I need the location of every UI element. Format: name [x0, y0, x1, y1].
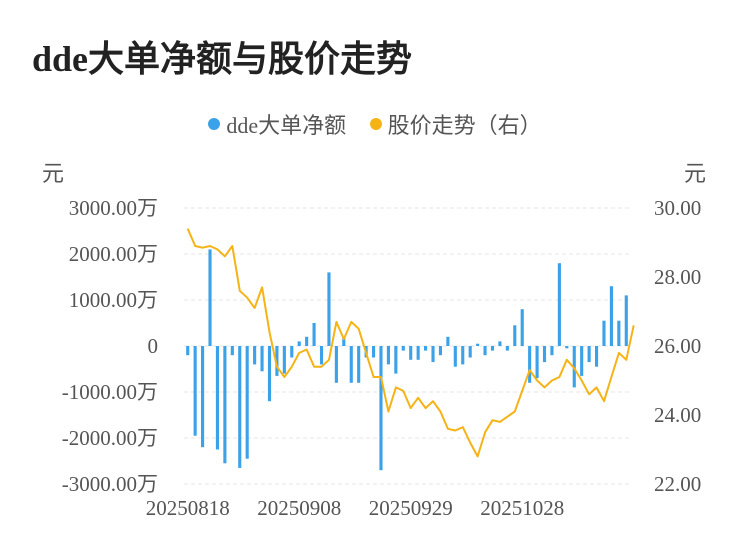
bar[interactable] — [342, 336, 346, 346]
bar[interactable] — [513, 325, 517, 346]
right-axis-unit: 元 — [684, 161, 707, 186]
bar[interactable] — [230, 346, 234, 356]
bar[interactable] — [186, 346, 190, 356]
left-tick-label: 3000.00万 — [69, 196, 158, 220]
bar[interactable] — [297, 341, 301, 346]
bar[interactable] — [386, 346, 390, 365]
bar[interactable] — [609, 286, 613, 346]
left-tick-label: -1000.00万 — [62, 380, 158, 404]
bar[interactable] — [215, 346, 220, 450]
legend-dot-dde — [208, 118, 221, 130]
bar[interactable] — [520, 309, 524, 346]
bar[interactable] — [290, 346, 294, 358]
bar[interactable] — [327, 272, 331, 346]
bar-series — [186, 249, 628, 471]
bar[interactable] — [490, 346, 495, 351]
bar[interactable] — [505, 346, 509, 351]
bar[interactable] — [498, 341, 502, 346]
bar[interactable] — [371, 346, 376, 358]
bar[interactable] — [483, 346, 487, 356]
bar[interactable] — [312, 323, 316, 346]
bar[interactable] — [580, 346, 584, 376]
bar[interactable] — [542, 346, 547, 363]
bar[interactable] — [334, 346, 338, 383]
bar[interactable] — [587, 346, 591, 363]
x-tick-label: 20250929 — [369, 496, 453, 520]
bar[interactable] — [602, 320, 606, 346]
bar[interactable] — [572, 346, 576, 388]
legend-label-price: 股价走势（右） — [387, 113, 542, 138]
bar[interactable] — [282, 346, 286, 374]
legend-item-price[interactable]: 股价走势（右） — [369, 108, 542, 140]
bar[interactable] — [260, 346, 264, 372]
left-tick-label: 1000.00万 — [69, 288, 158, 312]
bar[interactable] — [319, 346, 324, 365]
bar[interactable] — [416, 346, 420, 360]
right-tick-label: 24.00 — [654, 403, 701, 427]
x-tick-label: 20251028 — [480, 496, 564, 520]
left-tick-label: -2000.00万 — [62, 426, 158, 450]
bar[interactable] — [550, 346, 554, 356]
bar[interactable] — [238, 346, 242, 468]
price-line[interactable] — [186, 228, 635, 458]
left-tick-label: 2000.00万 — [69, 242, 158, 266]
right-tick-label: 30.00 — [654, 196, 701, 220]
legend: dde大单净额 股价走势（右） — [0, 108, 750, 140]
bar[interactable] — [431, 346, 435, 363]
bar[interactable] — [349, 346, 353, 383]
bar[interactable] — [401, 346, 405, 351]
bar[interactable] — [409, 346, 413, 360]
bar[interactable] — [468, 346, 472, 358]
grid-lines — [184, 207, 630, 485]
bar[interactable] — [476, 343, 480, 346]
bar[interactable] — [424, 346, 428, 351]
bar[interactable] — [253, 346, 257, 365]
bar[interactable] — [394, 346, 398, 374]
bar[interactable] — [624, 295, 628, 346]
legend-label-dde: dde大单净额 — [226, 113, 347, 138]
bar[interactable] — [305, 336, 309, 346]
bar[interactable] — [357, 346, 361, 383]
bar[interactable] — [223, 346, 227, 464]
bar[interactable] — [528, 346, 532, 383]
x-tick-label: 20250908 — [257, 496, 341, 520]
bar[interactable] — [201, 346, 205, 448]
line-series — [186, 228, 635, 458]
bar[interactable] — [446, 336, 450, 346]
bar[interactable] — [535, 346, 539, 379]
right-tick-label: 22.00 — [654, 472, 701, 496]
bar[interactable] — [617, 320, 621, 346]
bar[interactable] — [379, 346, 383, 471]
legend-item-dde[interactable]: dde大单净额 — [208, 108, 346, 140]
bar[interactable] — [275, 346, 279, 376]
bar[interactable] — [461, 346, 465, 365]
legend-dot-price — [369, 118, 382, 130]
x-tick-label: 20250818 — [146, 496, 230, 520]
right-tick-label: 26.00 — [654, 334, 701, 358]
bar[interactable] — [594, 346, 599, 367]
bar[interactable] — [193, 346, 197, 436]
bar[interactable] — [245, 346, 249, 459]
left-tick-label: -3000.00万 — [62, 472, 158, 496]
bar[interactable] — [267, 346, 272, 402]
chart-title: dde大单净额与股价走势 — [32, 39, 413, 79]
left-tick-label: 0 — [148, 334, 159, 358]
right-tick-label: 28.00 — [654, 265, 701, 289]
axis-labels: 3000.00万 2000.00万 1000.00万 0 -1000.00万 -2000.… — [62, 196, 702, 520]
bar[interactable] — [557, 263, 561, 346]
bar[interactable] — [453, 346, 457, 367]
bar[interactable] — [565, 346, 569, 349]
bar[interactable] — [208, 249, 212, 346]
left-axis-unit: 元 — [42, 161, 65, 186]
bar[interactable] — [438, 346, 443, 356]
